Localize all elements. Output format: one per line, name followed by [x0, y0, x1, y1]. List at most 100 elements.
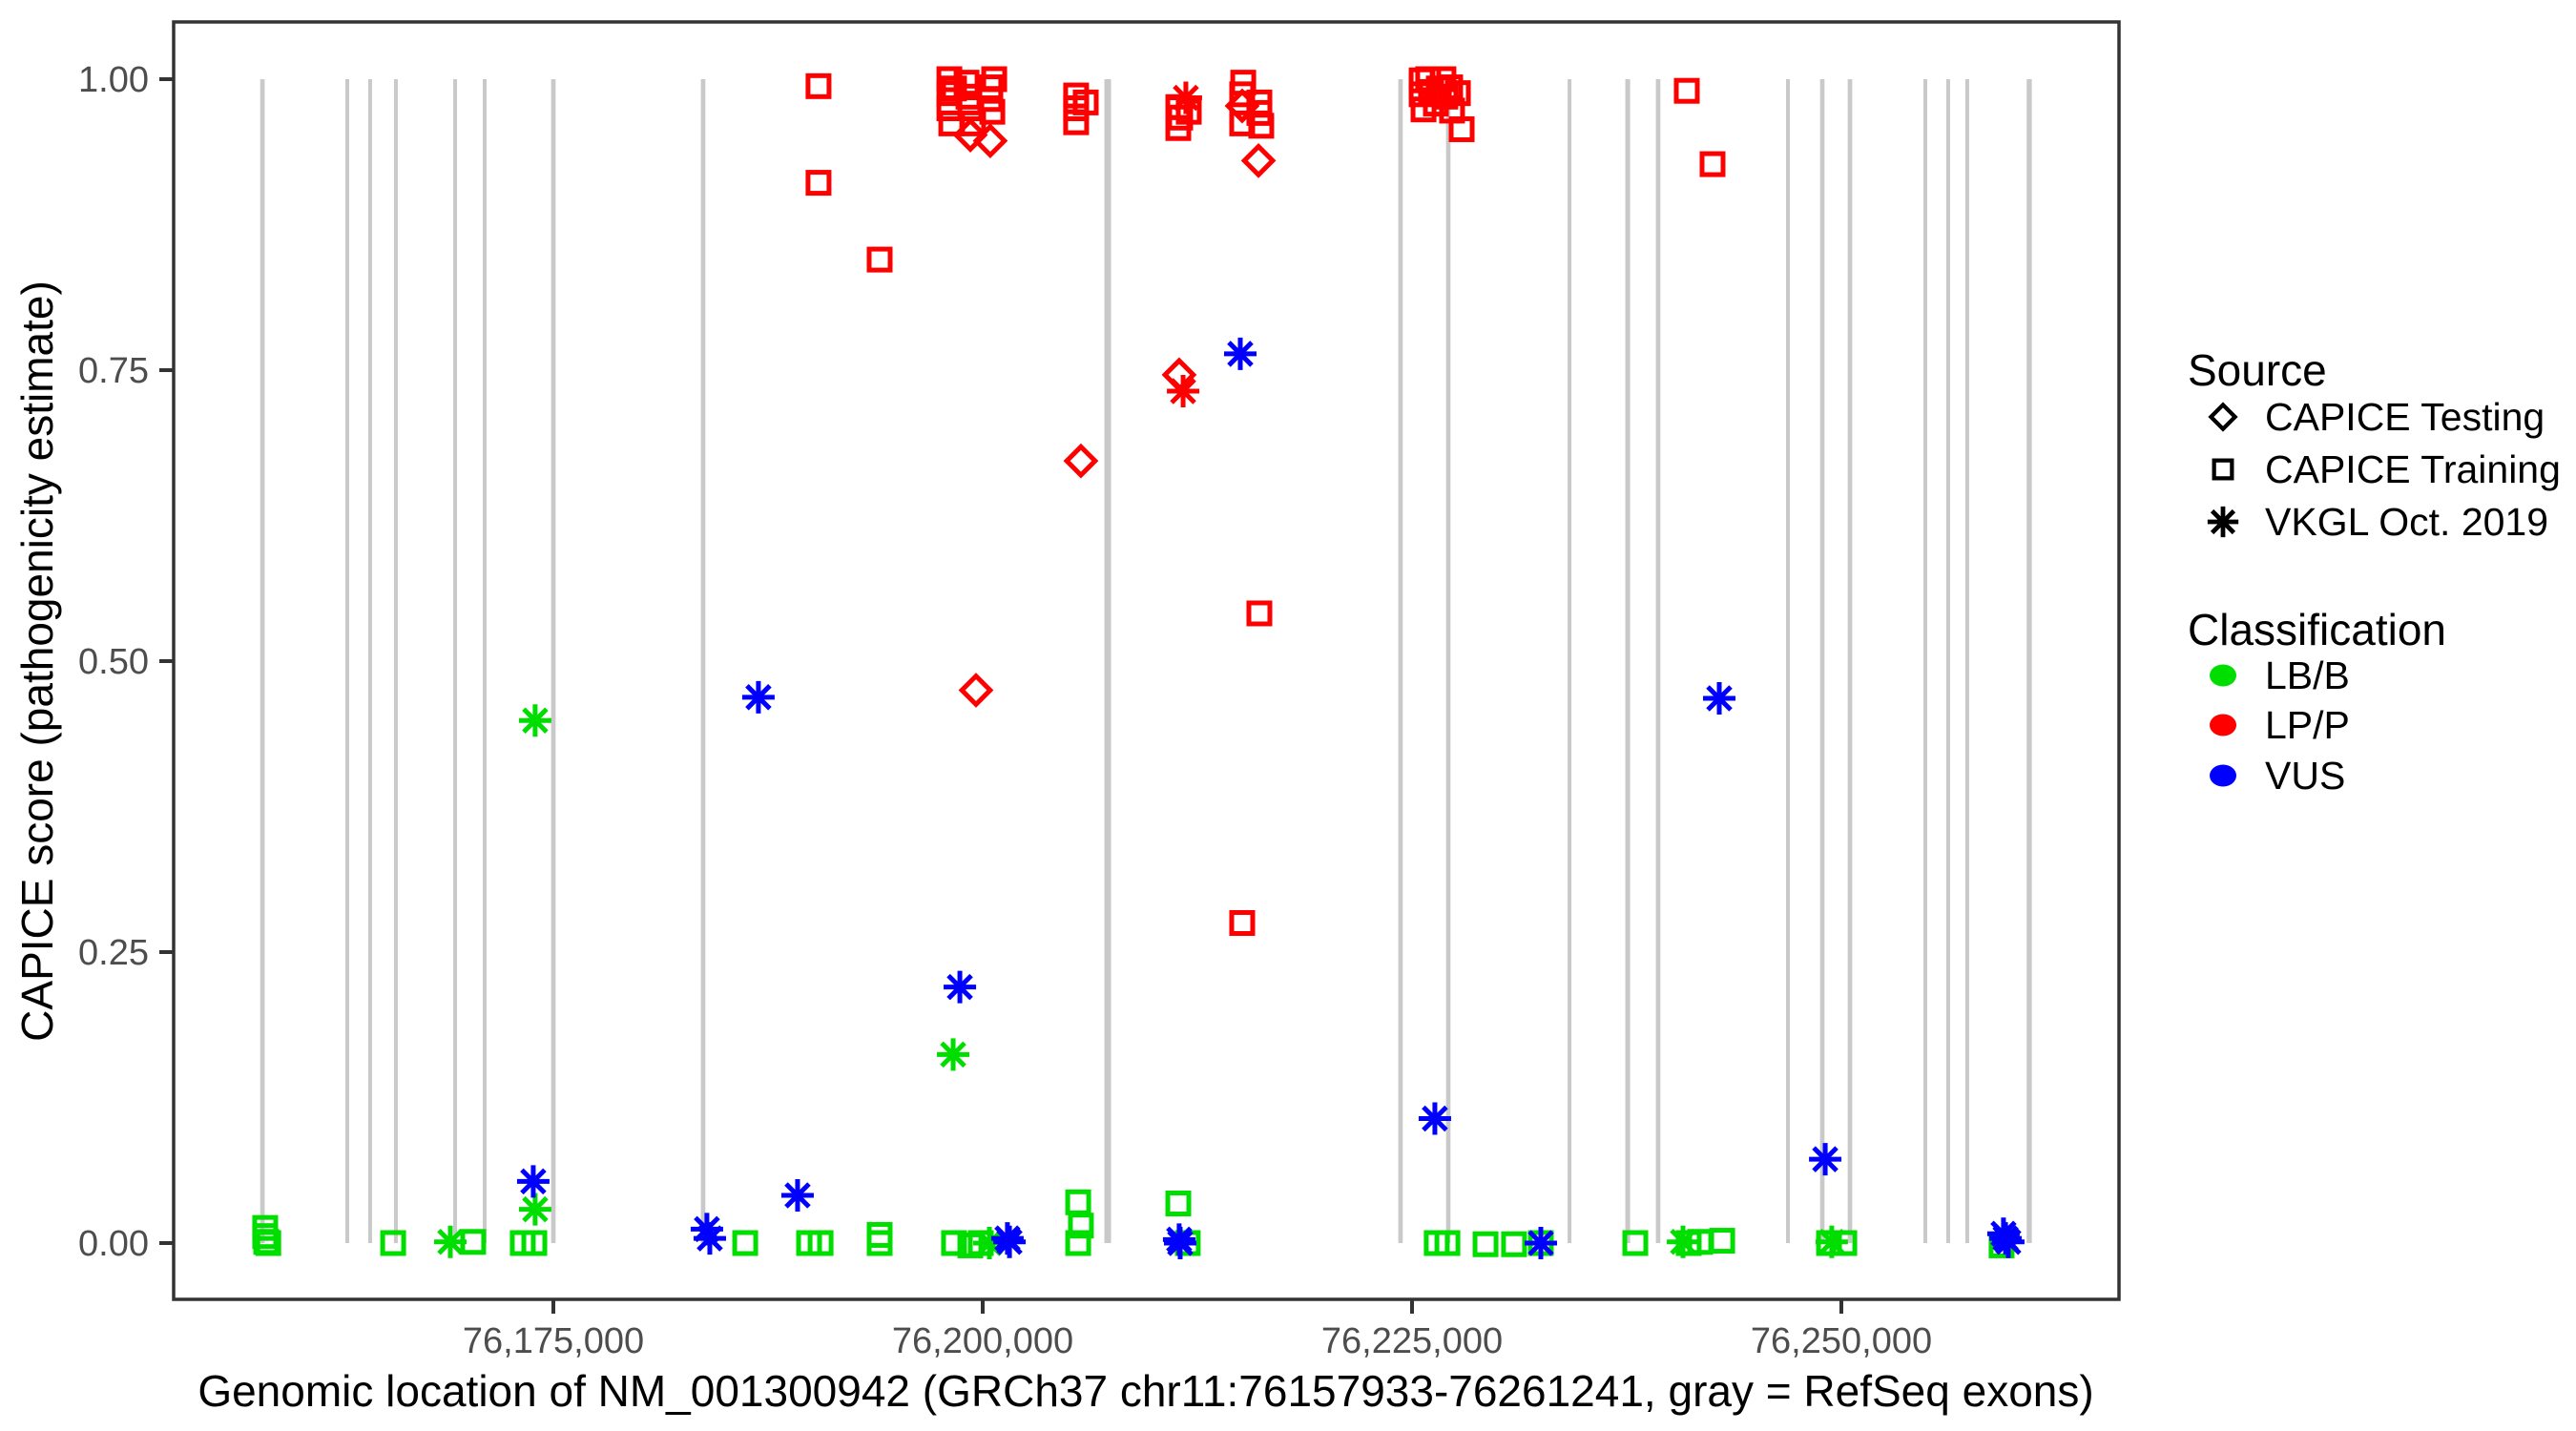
legend: Source CAPICE Testing CAPICE Training VKGL… [2188, 345, 2561, 798]
data-point-square [1068, 1213, 1094, 1239]
data-point-square [1622, 1230, 1649, 1256]
data-point-asterisk [690, 1213, 723, 1246]
data-point-square [1072, 89, 1099, 115]
data-point-asterisk [1167, 374, 1200, 407]
exon-bar [1819, 79, 1825, 1243]
legend-source-item-label: VKGL Oct. 2019 [2265, 500, 2548, 544]
exon-bar [367, 79, 372, 1243]
exon-bar [2026, 79, 2032, 1243]
data-point-asterisk [780, 1178, 814, 1212]
x-axis: 76,175,000 76,200,000 76,225,000 76,250,000 [463, 1299, 1932, 1361]
y-tick-label: 0.25 [78, 933, 149, 973]
data-point-square [521, 1230, 548, 1256]
legend-classification-item-label: VUS [2265, 754, 2345, 798]
data-point-square [1501, 1231, 1527, 1257]
legend-source-title: Source [2188, 345, 2327, 395]
x-tick-label: 76,225,000 [1321, 1321, 1503, 1361]
legend-classification-item-label: LB/B [2265, 653, 2350, 697]
data-point-asterisk [518, 704, 551, 737]
x-tick-label: 76,175,000 [463, 1321, 644, 1361]
y-tick-label: 0.50 [78, 642, 149, 682]
data-point-square [1434, 1230, 1461, 1256]
x-tick-label: 76,250,000 [1751, 1321, 1932, 1361]
y-tick-label: 1.00 [78, 60, 149, 100]
y-tick-label: 0.00 [78, 1224, 149, 1264]
data-point-square [805, 170, 832, 197]
data-point-square [732, 1230, 758, 1256]
data-point-asterisk [741, 680, 775, 714]
x-tick-label: 76,200,000 [892, 1321, 1073, 1361]
data-point-square [1065, 1230, 1091, 1256]
x-axis-title: Genomic location of NM_001300942 (GRCh37… [197, 1366, 2093, 1416]
y-axis-title: CAPICE score (pathogenicity estimate) [12, 280, 62, 1042]
legend-source-items: CAPICE Testing CAPICE Training VKGL Oct. 2… [2207, 395, 2561, 544]
data-point-square [1472, 1231, 1499, 1257]
data-point-asterisk [1815, 1225, 1848, 1258]
data-point-asterisk [944, 970, 977, 1004]
data-point-square [1673, 77, 1700, 104]
exon-bar [551, 79, 556, 1243]
exon-bar [1786, 79, 1791, 1243]
y-axis: 0.00 0.25 0.50 0.75 1.00 [78, 60, 174, 1264]
data-point-square [953, 70, 980, 96]
data-point-square [1699, 151, 1726, 177]
exon-bar [1445, 79, 1451, 1243]
exon-bar [1945, 79, 1950, 1243]
data-point-square [1709, 1228, 1735, 1255]
legend-classification-title: Classification [2188, 605, 2446, 654]
data-point-asterisk [2207, 506, 2239, 538]
legend-source-item-label: CAPICE Training [2265, 447, 2561, 491]
data-point-asterisk [434, 1225, 467, 1258]
data-point-square [1248, 113, 1275, 139]
data-point-diamond [1063, 443, 1099, 479]
data-point-square [1246, 600, 1273, 627]
data-point-asterisk [1418, 1102, 1451, 1135]
data-point-square [380, 1230, 406, 1256]
data-points [252, 66, 2025, 1259]
data-point-square [255, 1230, 281, 1256]
data-point-square [2212, 458, 2234, 481]
data-point-asterisk [1224, 337, 1257, 370]
data-point-square [1165, 114, 1192, 141]
data-point-square [805, 73, 832, 99]
legend-classification-swatch [2210, 714, 2236, 736]
y-tick-label: 0.75 [78, 351, 149, 391]
legend-classification-swatch [2210, 764, 2236, 787]
data-point-asterisk [1809, 1143, 1842, 1176]
exon-bar [1923, 79, 1928, 1243]
data-point-diamond [2208, 402, 2238, 432]
data-point-square [807, 1230, 834, 1256]
legend-classification-item-label: LP/P [2265, 703, 2350, 747]
exon-bar [1655, 79, 1661, 1243]
data-point-asterisk [518, 1192, 551, 1226]
exon-bar [1398, 79, 1403, 1243]
data-point-asterisk [937, 1038, 970, 1071]
exon-bars [260, 79, 2032, 1243]
exon-bar [1964, 79, 1969, 1243]
exon-bar [345, 79, 349, 1243]
plot-panel-background [174, 22, 2119, 1299]
exon-bar [700, 79, 706, 1243]
data-point-asterisk [1169, 81, 1202, 114]
data-point-asterisk [1164, 1227, 1196, 1259]
data-point-diamond [1224, 88, 1260, 124]
data-point-diamond [958, 673, 994, 708]
legend-classification-swatch [2210, 664, 2236, 687]
data-point-asterisk [516, 1165, 550, 1198]
data-point-square [1165, 1191, 1192, 1217]
exon-bar [1625, 79, 1631, 1243]
data-point-square [866, 1230, 893, 1256]
data-point-square [941, 1230, 967, 1256]
data-point-asterisk [1703, 682, 1736, 716]
exon-bar [393, 79, 398, 1243]
data-point-asterisk [1525, 1227, 1557, 1259]
data-point-square [1448, 115, 1475, 142]
exon-bar [453, 79, 458, 1243]
data-point-asterisk [973, 1227, 1007, 1259]
exon-bar [260, 79, 265, 1243]
legend-classification-items: LB/B LP/P VUS [2210, 653, 2350, 798]
exon-bar [1104, 79, 1111, 1243]
data-point-square [979, 98, 1006, 125]
